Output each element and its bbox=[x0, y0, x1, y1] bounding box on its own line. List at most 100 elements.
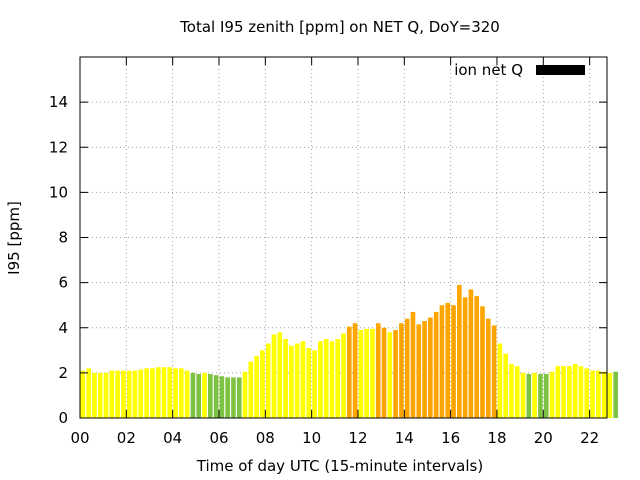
tick-marks bbox=[79, 57, 607, 419]
y-tick-label: 10 bbox=[49, 183, 68, 201]
bar bbox=[225, 377, 230, 418]
bar bbox=[289, 345, 294, 418]
bar bbox=[445, 302, 451, 418]
bar bbox=[596, 370, 601, 418]
bar bbox=[80, 370, 86, 418]
y-tick-labels: 0 2 4 6 8 10 12 14 bbox=[49, 93, 68, 427]
bar bbox=[358, 330, 364, 418]
grid-lines bbox=[80, 57, 607, 418]
bar bbox=[468, 289, 474, 418]
bar bbox=[207, 374, 213, 418]
bar bbox=[109, 370, 115, 418]
bar bbox=[306, 348, 312, 418]
bar bbox=[318, 341, 323, 418]
bar bbox=[567, 366, 572, 418]
x-tick-label: 18 bbox=[487, 429, 506, 447]
bar bbox=[346, 326, 352, 418]
x-tick-label: 02 bbox=[117, 429, 136, 447]
bar bbox=[416, 324, 422, 418]
bar bbox=[601, 371, 607, 418]
y-tick-label: 8 bbox=[58, 229, 68, 247]
bar-series bbox=[80, 284, 618, 419]
bar bbox=[381, 327, 387, 418]
bar bbox=[312, 350, 317, 418]
bar bbox=[433, 311, 439, 418]
bar bbox=[150, 368, 155, 418]
y-tick-label: 14 bbox=[49, 93, 68, 111]
bar bbox=[520, 372, 526, 419]
bar bbox=[439, 305, 445, 418]
bar bbox=[509, 363, 514, 418]
bar bbox=[132, 370, 138, 418]
y-axis-label: I95 [ppm] bbox=[5, 201, 23, 275]
bar bbox=[375, 323, 381, 418]
bar bbox=[184, 370, 190, 418]
bar bbox=[474, 296, 480, 418]
bar bbox=[97, 372, 103, 419]
legend-label: ion net Q bbox=[454, 61, 523, 79]
bar bbox=[323, 339, 329, 418]
bar bbox=[561, 366, 566, 418]
legend-swatch bbox=[536, 65, 585, 75]
bar bbox=[543, 374, 549, 418]
bar bbox=[265, 343, 271, 418]
bar bbox=[387, 332, 393, 418]
y-tick-label: 2 bbox=[58, 364, 68, 382]
bar bbox=[590, 370, 595, 418]
bar bbox=[248, 361, 254, 418]
legend: ion net Q bbox=[454, 61, 585, 79]
bar bbox=[277, 332, 283, 418]
bar bbox=[236, 377, 242, 418]
bar bbox=[399, 323, 404, 418]
bar bbox=[92, 372, 97, 419]
bar bbox=[428, 317, 433, 418]
y-tick-label: 12 bbox=[49, 138, 68, 156]
bar bbox=[86, 368, 91, 418]
x-tick-label: 04 bbox=[163, 429, 182, 447]
bar bbox=[202, 372, 207, 419]
bar bbox=[532, 372, 537, 419]
bar bbox=[144, 368, 149, 418]
bar bbox=[300, 341, 306, 418]
y-tick-label: 4 bbox=[58, 319, 68, 337]
bar bbox=[503, 353, 508, 418]
bar bbox=[179, 368, 184, 418]
bar bbox=[613, 371, 618, 418]
bar bbox=[572, 363, 578, 418]
bar bbox=[578, 366, 584, 418]
bar bbox=[115, 370, 120, 418]
bar bbox=[584, 368, 590, 418]
bar bbox=[526, 374, 532, 418]
bar bbox=[404, 318, 410, 418]
bar bbox=[497, 343, 503, 418]
bar bbox=[335, 339, 341, 418]
chart-title: Total I95 zenith [ppm] on NET Q, DoY=320 bbox=[179, 18, 500, 36]
bar bbox=[161, 367, 167, 418]
bar bbox=[121, 370, 126, 418]
bar bbox=[462, 297, 468, 418]
bar bbox=[329, 341, 335, 418]
x-tick-label: 20 bbox=[534, 429, 553, 447]
bar bbox=[352, 323, 358, 418]
bar bbox=[422, 320, 427, 418]
bar bbox=[457, 284, 462, 418]
bar bbox=[370, 328, 375, 418]
bar bbox=[549, 371, 555, 418]
bar bbox=[242, 371, 248, 418]
bar bbox=[480, 306, 485, 418]
bar bbox=[341, 333, 346, 418]
bar bbox=[254, 355, 259, 418]
bar bbox=[555, 366, 561, 418]
bar bbox=[410, 311, 416, 418]
bar bbox=[283, 339, 288, 418]
bar bbox=[607, 372, 613, 419]
bar bbox=[103, 372, 109, 419]
x-axis-label: Time of day UTC (15-minute intervals) bbox=[196, 457, 483, 475]
x-tick-label: 14 bbox=[395, 429, 414, 447]
bar bbox=[196, 374, 202, 418]
bar bbox=[155, 367, 161, 418]
bar bbox=[219, 376, 225, 418]
x-tick-labels: 00 02 04 06 08 10 12 14 16 18 20 22 bbox=[70, 429, 599, 447]
bar bbox=[491, 325, 497, 418]
